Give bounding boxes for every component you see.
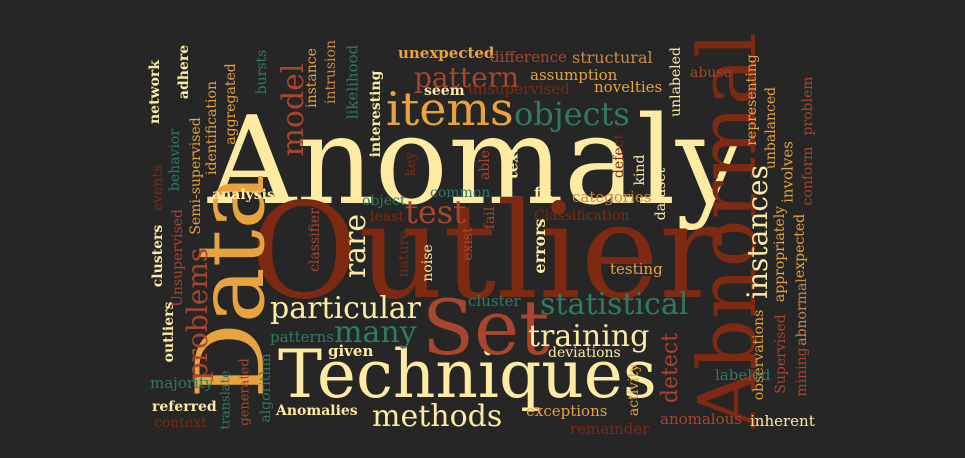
word-exist: exist [460, 227, 476, 261]
word-abuse: abuse [690, 65, 732, 81]
word-appropriately: appropriately [772, 205, 788, 303]
word-fit: fit [534, 184, 552, 202]
word-unlabeled: unlabeled [668, 47, 684, 117]
word-difference: difference [490, 48, 567, 66]
word-supervised: Supervised [773, 314, 789, 394]
word-cluster: cluster [468, 292, 521, 310]
word-analysis: analysis [212, 187, 275, 203]
word-able: able [477, 149, 493, 181]
word-pattern: pattern [414, 61, 520, 94]
word-adhere: adhere [176, 44, 192, 100]
word-unsupervised: unsupervised [468, 80, 570, 98]
word-inherent: inherent [750, 412, 815, 430]
word-expected: expected [792, 213, 808, 279]
word-intrusion: intrusion [323, 40, 339, 104]
word-referred: referred [152, 399, 217, 415]
word-techniques: Techniques [278, 336, 657, 413]
word-anomalies: Anomalies [276, 403, 358, 419]
word-outlier: Outlier [250, 175, 722, 329]
word-labeled: labeled [715, 366, 771, 384]
word-common: common [430, 185, 491, 201]
word-classifier: classifier [307, 208, 323, 272]
word-test: test [405, 193, 467, 231]
word-anomalous: anomalous [660, 410, 742, 428]
word-likelihood: likelihood [343, 44, 362, 120]
word-clusters: clusters [150, 224, 166, 288]
word-rare: rare [338, 213, 373, 279]
word-translate: translate [218, 370, 234, 430]
word-bursts: bursts [254, 49, 270, 95]
word-many: many [334, 315, 417, 350]
word-unbalanced: unbalanced [763, 86, 779, 170]
word-behavior: behavior [167, 128, 183, 192]
word-mining: mining [794, 347, 810, 397]
word-training: training [528, 319, 650, 354]
word-set: Set [422, 283, 550, 372]
word-particular: particular [270, 291, 422, 326]
word-novelties: novelties [594, 78, 663, 96]
word-network: network [147, 59, 163, 125]
word-representing: representing [744, 54, 760, 146]
word-seem: seem [424, 83, 465, 99]
word-interesting: interesting [368, 70, 384, 158]
word-unsupervised-cap: Unsupervised [170, 209, 186, 307]
word-structural: structural [572, 48, 653, 67]
word-nature: nature [396, 230, 412, 278]
word-errors: errors [530, 218, 549, 274]
word-semi-supervised: Semi-supervised [188, 117, 204, 235]
word-object: object [362, 193, 406, 209]
word-observations: observations [751, 309, 767, 401]
word-identification: identification [204, 81, 220, 175]
word-assumption: assumption [530, 66, 618, 84]
word-abnormal-small: abnormal [794, 278, 810, 346]
word-remainder: remainder [570, 420, 650, 438]
word-outliers: outliers [161, 301, 177, 363]
word-generated: generated [237, 358, 253, 426]
word-classification: Classification [534, 208, 630, 224]
word-conform: conform [800, 146, 816, 206]
word-fail: fail [482, 206, 498, 230]
word-detect: detect [658, 332, 683, 404]
word-context: context [154, 415, 207, 431]
word-given: given [328, 342, 374, 360]
word-key: key [403, 151, 419, 177]
word-events: events [150, 164, 166, 212]
word-anomaly: Anomaly [208, 90, 745, 232]
word-text: text [503, 146, 522, 180]
word-algorithm: algorithm [258, 353, 274, 423]
word-categories: categories [572, 188, 652, 206]
word-patterns: patterns [270, 328, 335, 346]
word-defect: defect [611, 133, 627, 179]
word-instance: instance [304, 48, 320, 108]
word-statistical: statistical [540, 287, 689, 322]
word-problem: problem [800, 76, 816, 136]
word-deviations: deviations [548, 345, 621, 361]
word-objects: objects [514, 95, 630, 133]
word-items: items [386, 82, 514, 136]
word-dataset: dataset [653, 167, 669, 221]
word-noise: noise [420, 244, 436, 282]
word-problems: problems [181, 247, 214, 381]
word-activity: activity [626, 363, 642, 417]
word-methods: methods [372, 399, 503, 434]
word-testing: testing [610, 260, 663, 278]
word-kind: kind [632, 154, 648, 186]
word-least: least [370, 209, 404, 225]
word-involves: involves [778, 141, 797, 203]
word-majority: majority [150, 374, 214, 392]
word-exceptions: exceptions [526, 402, 608, 420]
word-instances: instances [741, 165, 774, 299]
word-unexpected: unexpected [398, 44, 495, 62]
word-aggregated: aggregated [223, 63, 239, 145]
